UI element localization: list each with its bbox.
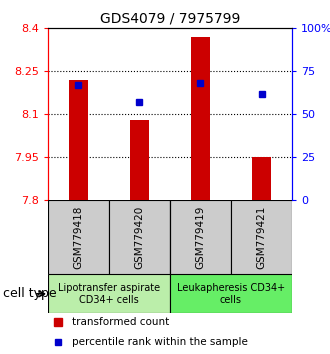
Title: GDS4079 / 7975799: GDS4079 / 7975799: [100, 12, 240, 26]
Text: cell type: cell type: [3, 287, 57, 300]
Bar: [109, 200, 170, 274]
Text: GSM779421: GSM779421: [256, 205, 267, 269]
Text: GSM779418: GSM779418: [73, 205, 83, 269]
Bar: [170, 200, 231, 274]
Bar: [191, 37, 210, 200]
Bar: [69, 80, 87, 200]
Bar: [48, 274, 170, 313]
Bar: [130, 120, 148, 200]
Text: percentile rank within the sample: percentile rank within the sample: [72, 337, 248, 347]
Bar: [170, 274, 292, 313]
Bar: [231, 200, 292, 274]
Bar: [48, 200, 109, 274]
Text: transformed count: transformed count: [72, 317, 170, 327]
Text: GSM779419: GSM779419: [195, 205, 206, 269]
Bar: [252, 157, 271, 200]
Text: GSM779420: GSM779420: [134, 206, 145, 269]
Text: Leukapheresis CD34+
cells: Leukapheresis CD34+ cells: [177, 283, 285, 305]
Text: Lipotransfer aspirate
CD34+ cells: Lipotransfer aspirate CD34+ cells: [58, 283, 160, 305]
